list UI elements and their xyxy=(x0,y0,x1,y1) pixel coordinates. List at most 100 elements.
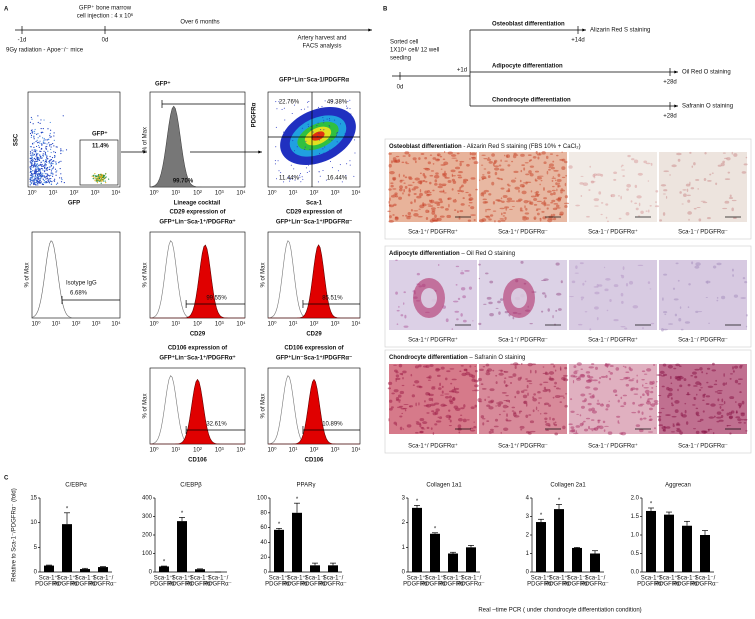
cell-dot xyxy=(49,136,51,138)
micrograph-texture xyxy=(568,423,573,426)
cell-dot xyxy=(309,149,311,151)
micrograph-texture xyxy=(554,421,557,424)
micrograph-texture xyxy=(485,372,491,376)
cell-dot xyxy=(40,171,42,173)
micrograph-texture xyxy=(745,156,748,159)
micrograph-texture xyxy=(656,381,658,383)
micrograph-texture xyxy=(447,179,452,184)
micrograph-texture xyxy=(504,160,508,162)
micrograph-texture xyxy=(523,182,526,184)
bar xyxy=(159,566,169,572)
micrograph-texture xyxy=(655,190,659,193)
micrograph-texture xyxy=(662,373,668,376)
cell-dot xyxy=(50,136,52,138)
micrograph-texture xyxy=(544,402,550,406)
y-tick-label: 1.5 xyxy=(631,514,640,520)
bar xyxy=(274,529,284,572)
micrograph-texture xyxy=(478,377,482,382)
cell-dot xyxy=(51,163,53,165)
timeline-text: Sorted cell xyxy=(390,40,418,46)
micrograph xyxy=(659,152,747,222)
micrograph-texture xyxy=(470,214,476,216)
micrograph-texture xyxy=(468,202,473,204)
cell-dot xyxy=(30,171,33,173)
micrograph-texture xyxy=(405,161,408,164)
axis-tick-label: 10¹ xyxy=(171,191,180,197)
cell-dot xyxy=(30,174,32,176)
micrograph-texture xyxy=(514,186,520,190)
cell-dot xyxy=(51,156,54,159)
micrograph-texture xyxy=(499,207,505,210)
micrograph-texture xyxy=(483,168,487,170)
cell-dot xyxy=(292,178,294,180)
micrograph-texture xyxy=(702,201,708,204)
micrograph-texture xyxy=(456,210,459,214)
cell-dot xyxy=(53,145,55,147)
micrograph-texture xyxy=(493,165,499,168)
micrograph-texture xyxy=(637,264,644,267)
micrograph-texture xyxy=(691,165,694,168)
micrograph-texture xyxy=(500,219,506,222)
micrograph-texture xyxy=(415,431,419,434)
micrograph-texture xyxy=(572,379,575,384)
micrograph-texture xyxy=(441,390,444,394)
cell-dot xyxy=(32,154,35,156)
micrograph-texture xyxy=(418,402,420,406)
plot-title: CD106 expression of xyxy=(168,346,228,352)
micrograph-texture xyxy=(560,191,563,194)
micrograph-texture xyxy=(453,209,457,212)
micrograph-texture xyxy=(489,214,494,217)
micrograph-texture xyxy=(448,418,451,420)
micrograph-texture xyxy=(513,415,520,418)
cell-dot xyxy=(42,172,44,174)
micrograph-texture xyxy=(511,160,514,163)
cell-dot xyxy=(45,158,47,161)
cell-dot xyxy=(296,146,298,148)
micrograph-texture xyxy=(523,199,529,204)
micrograph-texture xyxy=(706,280,708,285)
micrograph-texture xyxy=(728,415,734,419)
micrograph-texture xyxy=(452,397,456,401)
micrograph-texture xyxy=(568,165,573,169)
cell-dot xyxy=(41,144,43,146)
micrograph-texture xyxy=(417,215,423,218)
micrograph-texture xyxy=(640,210,644,214)
micrograph-texture xyxy=(431,209,436,212)
micrograph-texture xyxy=(482,418,486,420)
cell-dot xyxy=(38,159,40,161)
cell-dot xyxy=(40,127,42,130)
cell-dot xyxy=(275,101,277,103)
plot-title: GFP⁺Lin⁻Sca-1/PDGFRα xyxy=(279,77,349,84)
micrograph-texture xyxy=(547,308,550,312)
cell-dot xyxy=(46,169,48,172)
significance: * xyxy=(558,498,561,504)
micrograph-texture xyxy=(551,179,554,182)
micrograph-texture xyxy=(569,296,574,298)
micrograph-texture xyxy=(691,261,694,265)
micrograph-texture xyxy=(606,220,609,223)
micrograph-texture xyxy=(448,399,453,403)
cell-dot xyxy=(283,181,285,183)
arrow-head xyxy=(368,28,372,32)
micrograph-texture xyxy=(400,179,405,181)
micrograph-texture xyxy=(704,152,707,155)
micrograph-texture xyxy=(498,372,504,376)
panel-label: A xyxy=(4,7,9,13)
cell-dot xyxy=(329,160,331,162)
micrograph-texture xyxy=(679,431,683,435)
cell-dot xyxy=(54,178,56,180)
x-tick-label: PDGFRα⁺ xyxy=(403,581,431,588)
micrograph-texture xyxy=(702,410,705,413)
cell-dot xyxy=(39,150,41,152)
micrograph-texture xyxy=(731,151,733,155)
micrograph-texture xyxy=(745,325,748,328)
cell-dot xyxy=(33,153,36,155)
micrograph-texture xyxy=(559,395,565,397)
quadrant-percent: 22.76% xyxy=(279,100,300,106)
micrograph-texture xyxy=(529,323,533,325)
micrograph-texture xyxy=(705,296,708,299)
micrograph-texture xyxy=(637,172,643,176)
micrograph-texture xyxy=(715,182,718,186)
significance: * xyxy=(278,522,281,528)
cell-dot xyxy=(323,152,325,154)
